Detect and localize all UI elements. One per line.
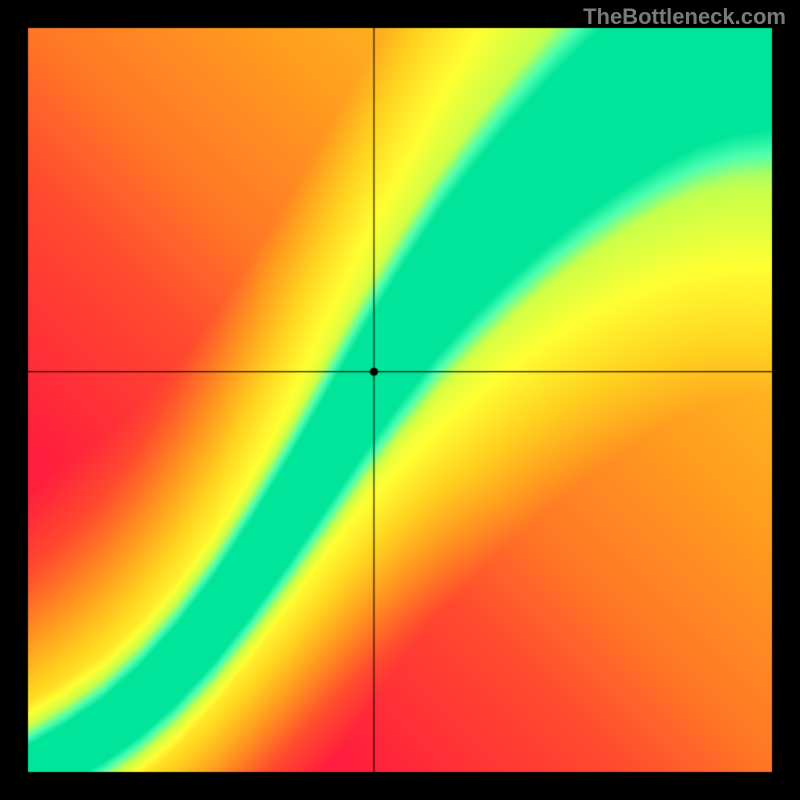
heatmap-chart — [0, 0, 800, 800]
watermark-text: TheBottleneck.com — [583, 4, 786, 30]
chart-container: TheBottleneck.com — [0, 0, 800, 800]
